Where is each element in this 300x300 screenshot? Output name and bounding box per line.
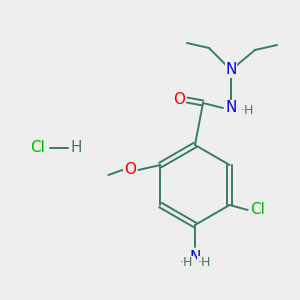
Text: Cl: Cl bbox=[250, 202, 265, 217]
Text: N: N bbox=[225, 62, 237, 77]
Text: Cl: Cl bbox=[31, 140, 45, 155]
Text: ·H: ·H bbox=[241, 104, 254, 118]
Text: ·H: ·H bbox=[179, 256, 193, 269]
Text: N: N bbox=[225, 100, 237, 116]
Text: ·H: ·H bbox=[197, 256, 211, 269]
Text: H: H bbox=[70, 140, 82, 155]
Text: O: O bbox=[173, 92, 185, 107]
Text: O: O bbox=[124, 163, 136, 178]
Text: N: N bbox=[189, 250, 201, 265]
